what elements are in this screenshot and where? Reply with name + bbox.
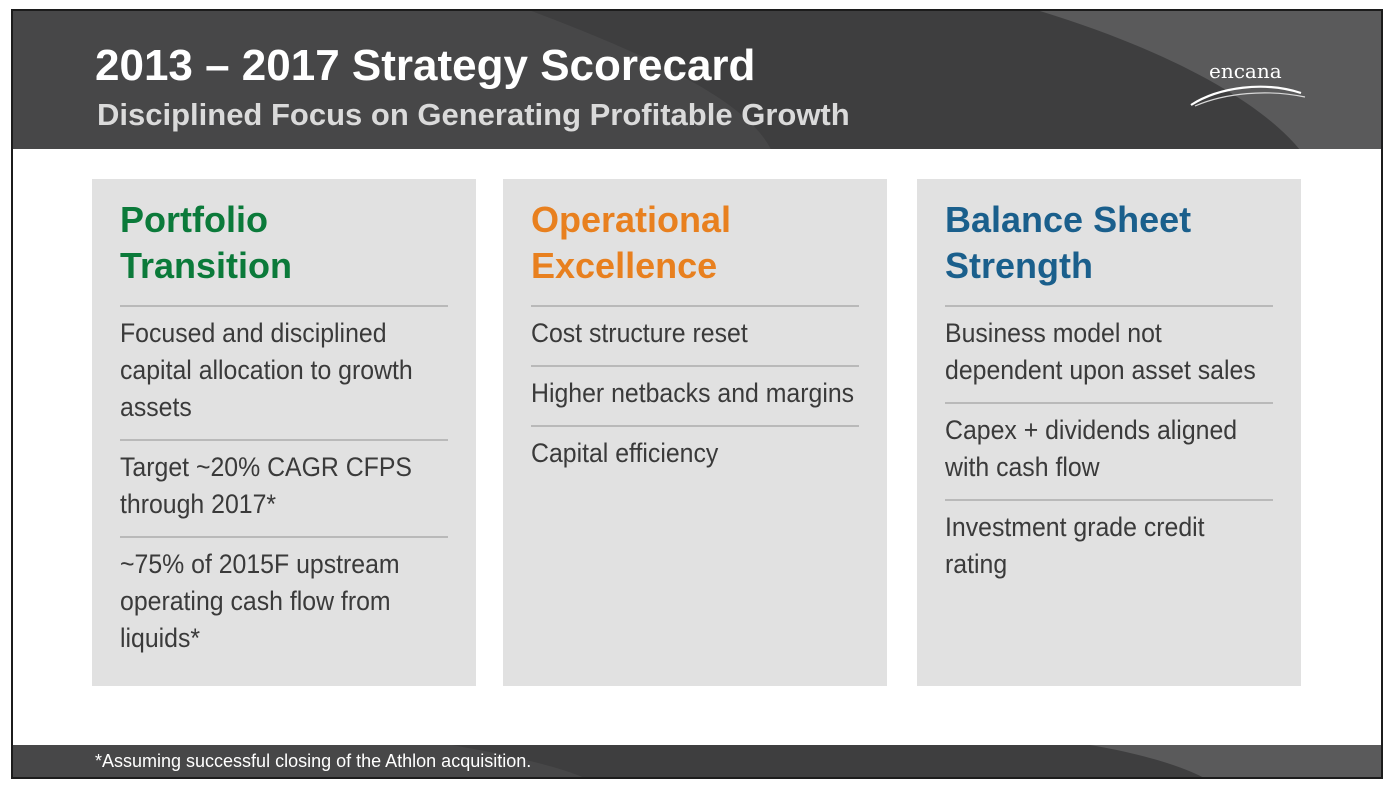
card-title: Operational Excellence	[531, 197, 859, 307]
slide: 2013 – 2017 Strategy Scorecard Disciplin…	[11, 9, 1383, 779]
divider	[120, 439, 448, 441]
card-portfolio-transition: Portfolio Transition Focused and discipl…	[92, 179, 476, 686]
divider	[531, 425, 859, 427]
card-item: ~75% of 2015F upstream operating cash fl…	[120, 549, 400, 653]
card-item: Target ~20% CAGR CFPS through 2017*	[120, 452, 412, 519]
card-item: Higher netbacks and margins	[531, 378, 855, 408]
card-title: Portfolio Transition	[120, 197, 448, 307]
logo-text: encana	[1209, 59, 1282, 83]
card-title-line: Portfolio	[120, 199, 268, 240]
card-item: Business model not dependent upon asset …	[945, 318, 1256, 385]
card-item: Cost structure reset	[531, 318, 748, 348]
divider	[120, 536, 448, 538]
card-item: Capital efficiency	[531, 438, 719, 468]
background-swoosh	[531, 11, 1381, 149]
divider	[945, 402, 1273, 404]
card-title-line: Transition	[120, 245, 293, 286]
background-swoosh	[451, 745, 1381, 777]
slide-subtitle: Disciplined Focus on Generating Profitab…	[97, 97, 850, 132]
logo-swoosh-icon	[1190, 85, 1306, 107]
card-title-line: Operational	[531, 199, 732, 240]
card-title: Balance Sheet Strength	[945, 197, 1273, 307]
card-title-line: Strength	[945, 245, 1093, 286]
header-banner: 2013 – 2017 Strategy Scorecard Disciplin…	[13, 11, 1381, 149]
footer-banner: *Assuming successful closing of the Athl…	[13, 745, 1381, 777]
card-title-line: Balance Sheet	[945, 199, 1192, 240]
card-balance-sheet-strength: Balance Sheet Strength Business model no…	[917, 179, 1301, 686]
footnote: *Assuming successful closing of the Athl…	[95, 751, 532, 771]
divider	[531, 365, 859, 367]
slide-title: 2013 – 2017 Strategy Scorecard	[95, 41, 756, 90]
card-item: Focused and disciplined capital allocati…	[120, 318, 413, 422]
card-item: Capex + dividends aligned with cash flow	[945, 415, 1238, 482]
card-operational-excellence: Operational Excellence Cost structure re…	[503, 179, 887, 686]
encana-logo: encana	[1189, 59, 1309, 109]
card-item: Investment grade credit rating	[945, 512, 1205, 579]
card-title-line: Excellence	[531, 245, 718, 286]
divider	[945, 499, 1273, 501]
